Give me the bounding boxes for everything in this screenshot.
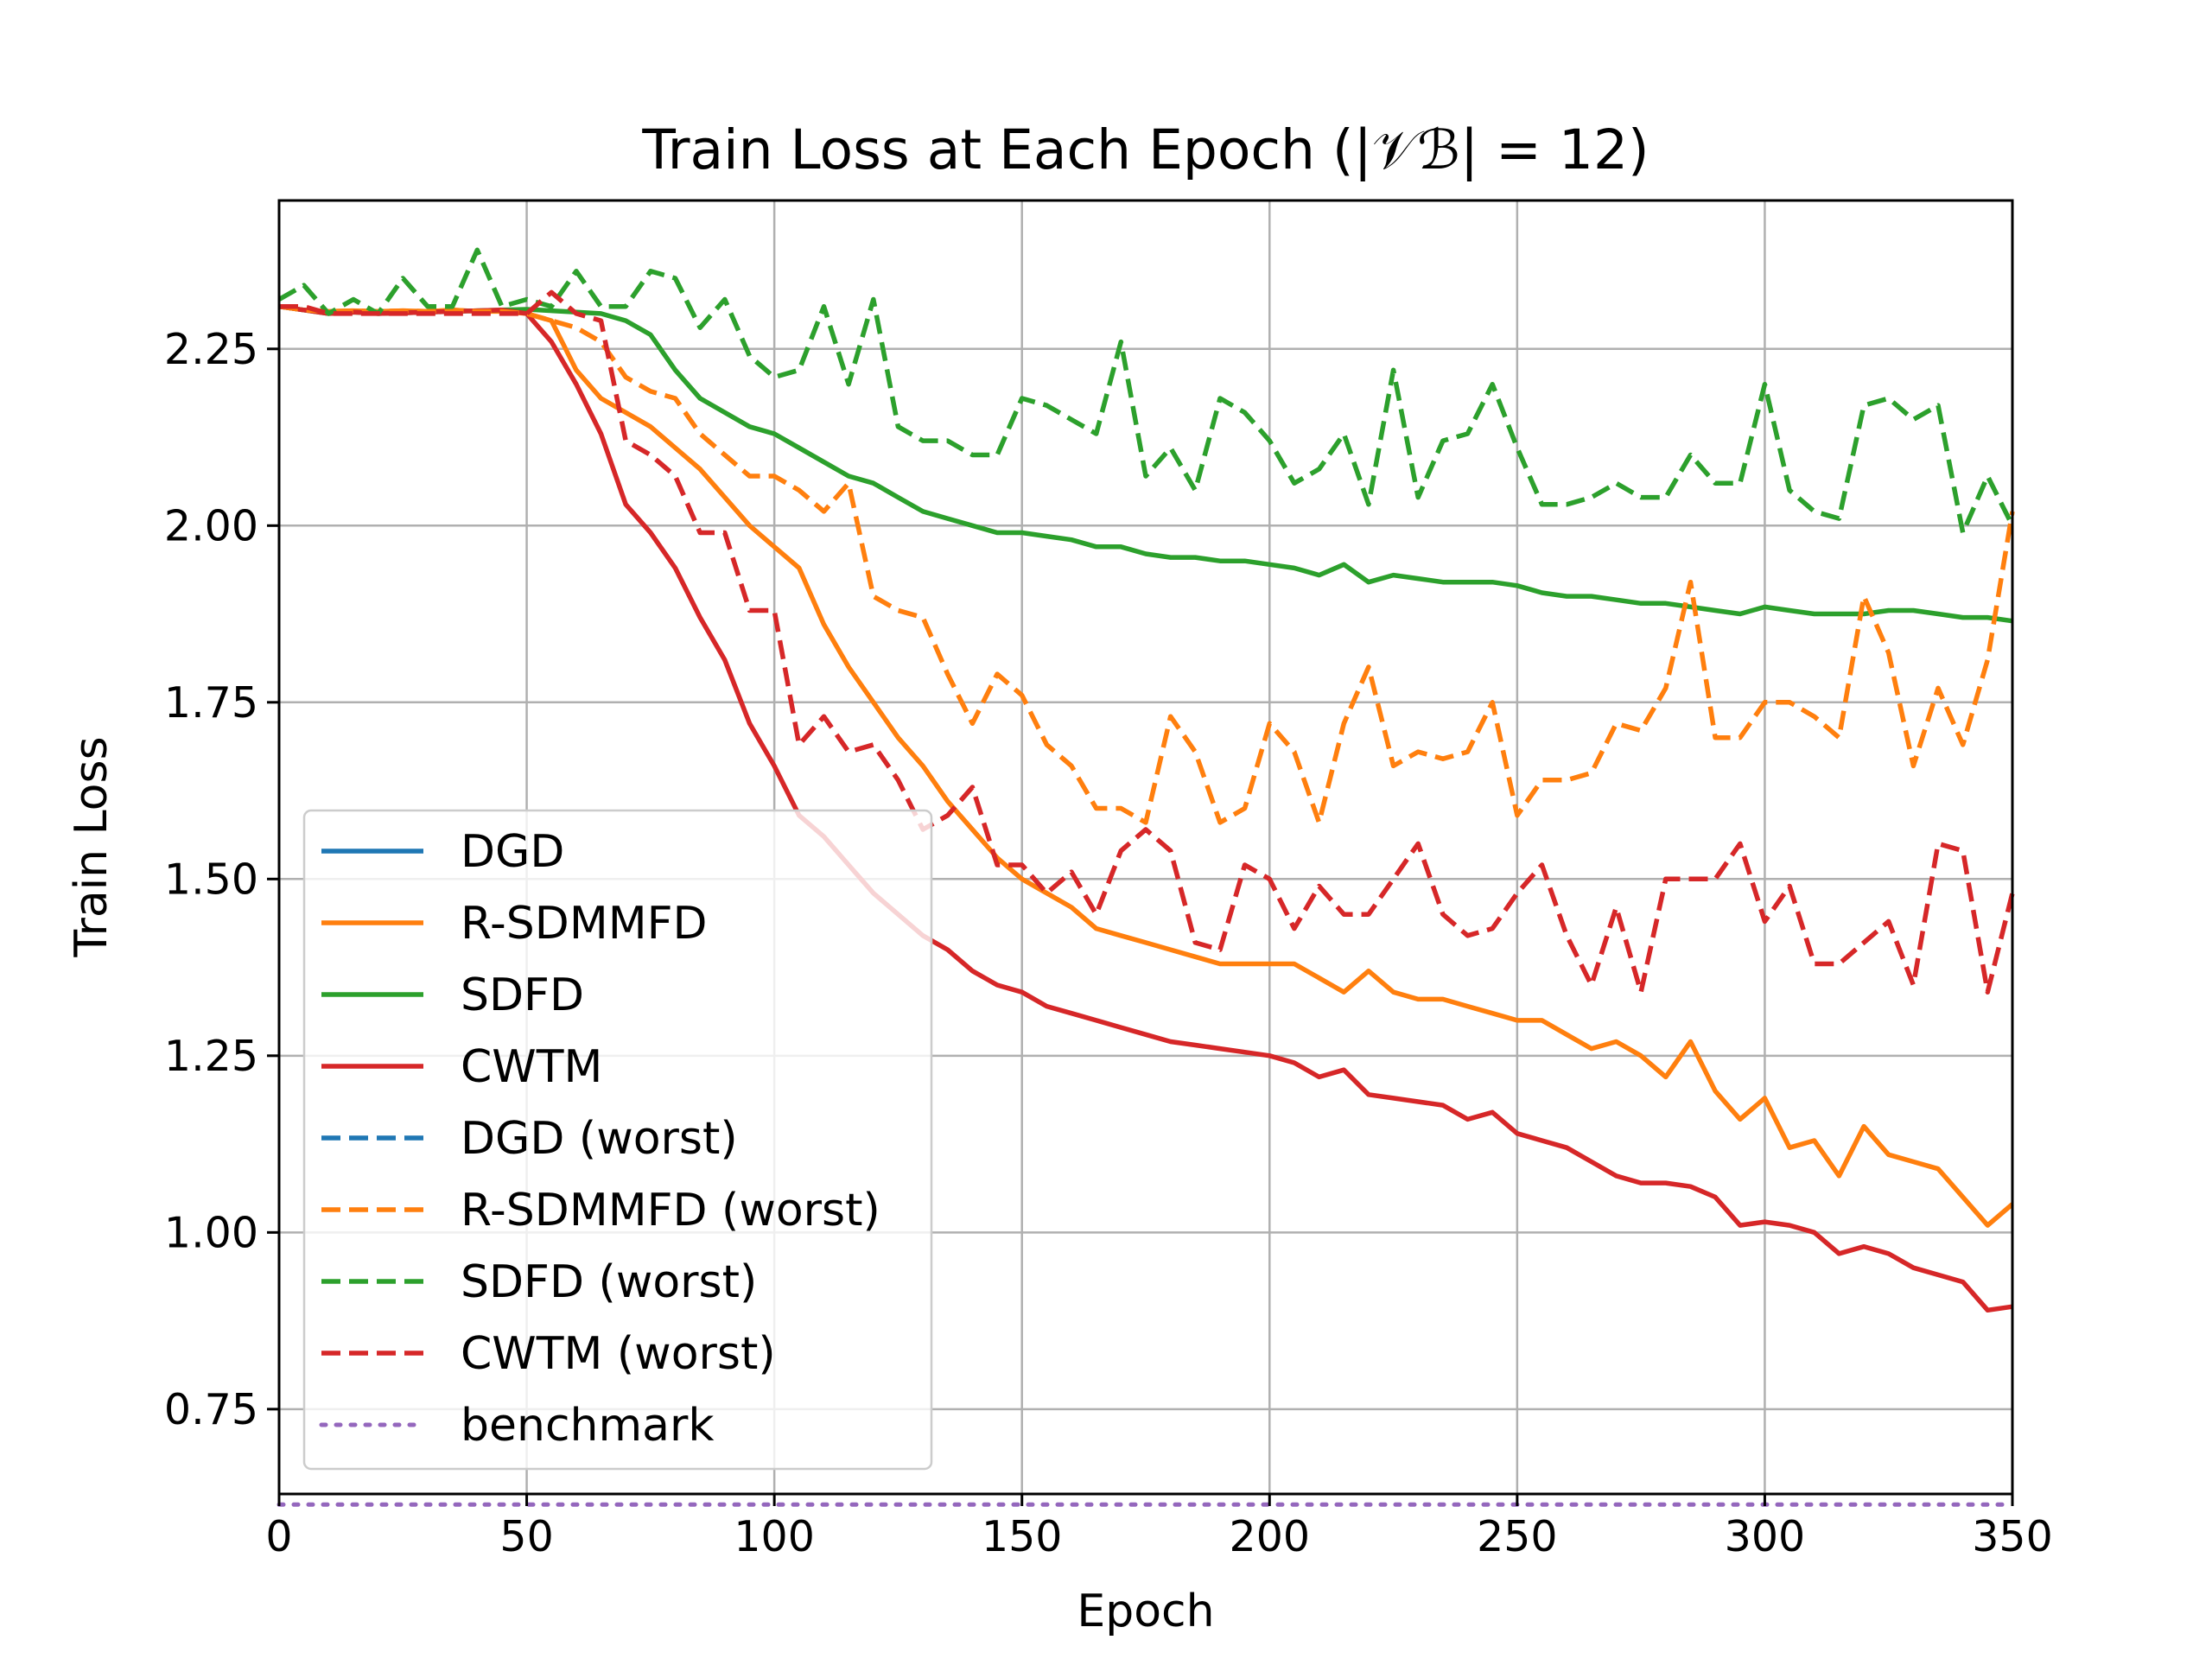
x-tick-label: 200	[1230, 1512, 1311, 1561]
x-axis-label: Epoch	[1077, 1586, 1214, 1637]
y-tick-label: 1.00	[164, 1208, 258, 1257]
legend-label: CWTM	[461, 1041, 602, 1093]
series-line-cwtm	[278, 303, 2013, 1313]
y-tick-label: 0.75	[164, 1385, 258, 1434]
y-axis-ticks: 0.75 1.00 1.25 1.50 1.75 2.00 2.25	[164, 325, 279, 1434]
legend-label: CWTM (worst)	[461, 1328, 776, 1380]
y-axis-label: Train Loss	[66, 736, 118, 957]
y-tick-label: 1.25	[164, 1032, 258, 1081]
x-tick-label: 300	[1725, 1512, 1806, 1561]
x-tick-label: 0	[265, 1512, 292, 1561]
y-tick-label: 2.25	[164, 325, 258, 374]
x-tick-label: 50	[499, 1512, 553, 1561]
x-tick-label: 350	[1972, 1512, 2053, 1561]
x-axis-ticks: 0 50 100 150 200 250 300 350	[265, 1494, 2053, 1561]
legend-box	[302, 809, 933, 1471]
series-line-sdfd	[278, 303, 2013, 624]
chart-title: Train Loss at Each Epoch (|𝒱ℬ| = 12)	[641, 118, 1649, 182]
y-tick-label: 1.50	[164, 855, 258, 904]
series-lines	[276, 247, 2015, 1507]
legend-label: SDFD (worst)	[461, 1256, 757, 1308]
legend-label: SDFD	[461, 969, 584, 1021]
y-tick-label: 1.75	[164, 678, 258, 728]
plot-frame	[277, 199, 2014, 1496]
legend: DGD R-SDMMFD SDFD CWTM DGD (worst) R-SDMMFD (…	[302, 809, 933, 1471]
series-line-sdfd-worst	[277, 247, 2015, 536]
series-line-cwtm-worst	[279, 289, 2015, 995]
legend-label: DGD (worst)	[461, 1113, 738, 1165]
series-line-r-sdmmfd	[278, 303, 2014, 1228]
series-line-r-sdmmfd-worst	[278, 303, 2015, 825]
x-tick-label: 150	[982, 1512, 1063, 1561]
x-tick-label: 100	[734, 1512, 815, 1561]
legend-label: DGD	[461, 826, 564, 878]
legend-label: benchmark	[461, 1400, 715, 1452]
x-tick-label: 250	[1477, 1512, 1558, 1561]
legend-label: R-SDMMFD (worst)	[461, 1185, 880, 1236]
legend-label: R-SDMMFD	[461, 898, 708, 950]
y-tick-label: 2.00	[164, 501, 258, 550]
